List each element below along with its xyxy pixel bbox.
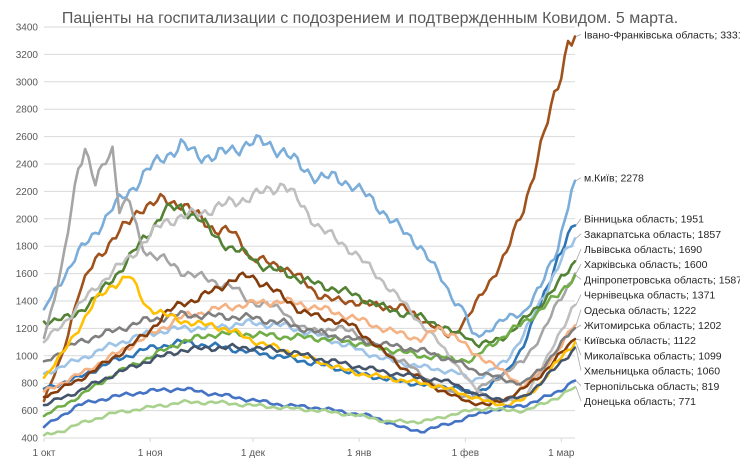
y-tick-label: 1200 bbox=[16, 324, 39, 335]
series-line bbox=[42, 271, 577, 407]
label-leader-line bbox=[575, 380, 582, 387]
series-label: Одеська область; 1222 bbox=[584, 305, 696, 317]
series-label: Закарпатська область; 1857 bbox=[584, 229, 721, 241]
label-leader-line bbox=[575, 264, 582, 274]
y-tick-label: 1000 bbox=[16, 351, 39, 362]
series-line bbox=[42, 379, 577, 434]
series-label: Івано-Франківська область; 3331 bbox=[584, 29, 740, 41]
series-line bbox=[42, 182, 577, 404]
series-label: Львівська область; 1690 bbox=[584, 244, 702, 256]
series-label: Миколаївська область; 1099 bbox=[584, 350, 722, 362]
x-tick-label: 1 фев bbox=[452, 447, 479, 459]
y-tick-label: 2600 bbox=[16, 132, 39, 143]
label-leader-line bbox=[575, 294, 582, 306]
y-tick-label: 1600 bbox=[16, 269, 39, 280]
label-leader-line bbox=[575, 309, 582, 326]
y-axis-ticks: 400 600 800 1000 1200 1400 1600 1800 2000 2200 240… bbox=[16, 23, 39, 445]
y-tick-label: 3200 bbox=[16, 50, 39, 61]
series-line bbox=[42, 296, 577, 393]
label-leader-line bbox=[575, 347, 582, 371]
series-label: Тернопільська область; 819 bbox=[584, 381, 719, 393]
series-label: Донецька область; 771 bbox=[584, 396, 696, 408]
y-tick-label: 1400 bbox=[16, 297, 39, 308]
y-tick-label: 2400 bbox=[16, 160, 39, 171]
label-leader-line bbox=[575, 218, 582, 226]
series-line bbox=[42, 309, 577, 386]
x-tick-label: 1 дек bbox=[241, 448, 266, 459]
y-tick-label: 2200 bbox=[16, 187, 39, 198]
y-tick-label: 800 bbox=[21, 379, 38, 390]
series-label: Дніпропетровська область; 1587 bbox=[584, 274, 740, 286]
x-tick-label: 1 янв bbox=[347, 448, 372, 459]
label-leader-line bbox=[575, 387, 582, 402]
chart-title: Пацiенты на госпитализации с подозрением… bbox=[62, 10, 678, 27]
label-leader-line bbox=[575, 233, 582, 239]
series-label: Харківська область; 1600 bbox=[584, 259, 708, 271]
label-leader-line bbox=[575, 338, 582, 341]
y-tick-label: 400 bbox=[21, 434, 38, 445]
y-tick-label: 2000 bbox=[16, 214, 39, 225]
label-leader-line bbox=[575, 275, 582, 280]
series-labels: Івано-Франківська область; 3331 м.Київ; 2… bbox=[575, 29, 740, 408]
y-tick-label: 2800 bbox=[16, 105, 39, 116]
series-label: Житомирська область; 1202 bbox=[584, 320, 722, 332]
series-line bbox=[42, 202, 577, 349]
series-line bbox=[42, 275, 577, 408]
label-leader-line bbox=[575, 177, 582, 182]
series-lines bbox=[42, 35, 577, 437]
y-tick-label: 1800 bbox=[16, 242, 39, 253]
series-line bbox=[42, 342, 577, 407]
series-line bbox=[42, 145, 577, 400]
label-leader-line bbox=[575, 34, 582, 37]
label-leader-line bbox=[575, 248, 582, 262]
series-line bbox=[42, 385, 577, 437]
series-label: Київська область; 1122 bbox=[584, 335, 696, 347]
x-tick-label: 1 окт bbox=[33, 448, 56, 459]
series-label: Чернівецька область; 1371 bbox=[584, 290, 715, 302]
series-line bbox=[42, 35, 577, 403]
series-line bbox=[42, 274, 577, 418]
label-leader-line bbox=[575, 324, 582, 329]
y-tick-label: 600 bbox=[21, 406, 38, 417]
label-leader-line bbox=[575, 342, 582, 356]
x-tick-label: 1 ноя bbox=[138, 448, 163, 459]
y-tick-label: 3400 bbox=[16, 23, 39, 34]
series-line bbox=[42, 224, 577, 396]
y-tick-label: 3000 bbox=[16, 77, 39, 88]
series-line bbox=[42, 134, 577, 339]
x-axis-ticks: 1 окт 1 ноя 1 дек 1 янв 1 фев 1 мар bbox=[33, 438, 575, 459]
series-label: Вінницька область; 1951 bbox=[584, 214, 704, 226]
x-tick-label: 1 мар bbox=[548, 448, 575, 459]
series-label: м.Київ; 2278 bbox=[584, 173, 644, 185]
series-label: Хмельницька область; 1060 bbox=[584, 366, 720, 378]
